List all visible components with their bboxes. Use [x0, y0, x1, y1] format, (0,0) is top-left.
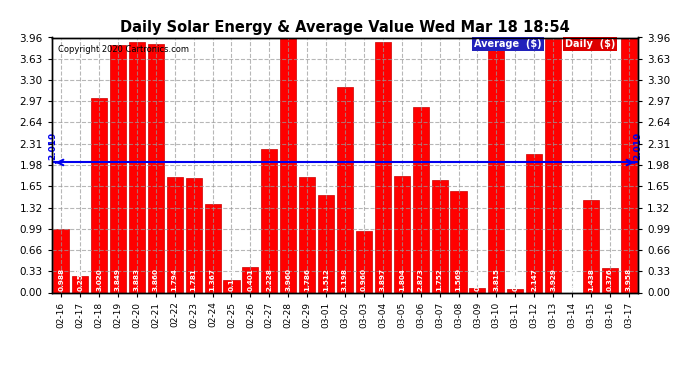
Bar	[431, 180, 448, 292]
Bar	[186, 178, 201, 292]
Bar	[204, 204, 221, 292]
Text: 2.228: 2.228	[266, 268, 273, 291]
Bar	[224, 280, 239, 292]
Text: 0.075: 0.075	[475, 268, 480, 291]
Text: 2.019: 2.019	[633, 132, 642, 160]
Bar	[375, 42, 391, 292]
Text: 3.960: 3.960	[285, 268, 291, 291]
Text: 0.401: 0.401	[248, 268, 253, 291]
Text: 3.929: 3.929	[550, 268, 556, 291]
Text: 0.000: 0.000	[569, 268, 575, 291]
Text: 1.512: 1.512	[323, 268, 329, 291]
Text: 3.198: 3.198	[342, 268, 348, 291]
Text: 0.960: 0.960	[361, 268, 367, 291]
Bar	[262, 149, 277, 292]
Text: 3.020: 3.020	[96, 268, 102, 291]
Bar	[621, 38, 637, 292]
Text: 0.255: 0.255	[77, 268, 83, 291]
Bar	[242, 267, 259, 292]
Bar	[318, 195, 334, 292]
Text: 3.849: 3.849	[115, 268, 121, 291]
Text: 1.752: 1.752	[437, 268, 442, 291]
Bar	[53, 229, 69, 292]
Bar	[469, 288, 486, 292]
Text: 1.367: 1.367	[210, 268, 215, 291]
Bar	[413, 108, 428, 292]
Text: 3.897: 3.897	[380, 268, 386, 291]
Text: 1.804: 1.804	[399, 268, 405, 291]
Bar	[451, 192, 466, 292]
Bar	[583, 200, 599, 292]
Text: 3.958: 3.958	[626, 267, 632, 291]
Text: 0.191: 0.191	[228, 268, 235, 291]
Text: 2.019: 2.019	[48, 132, 57, 160]
Bar	[489, 47, 504, 292]
Bar	[280, 38, 296, 292]
Bar	[91, 98, 107, 292]
Text: Average  ($): Average ($)	[474, 39, 542, 49]
Text: 0.988: 0.988	[58, 267, 64, 291]
Title: Daily Solar Energy & Average Value Wed Mar 18 18:54: Daily Solar Energy & Average Value Wed M…	[120, 20, 570, 35]
Bar	[394, 176, 410, 292]
Bar	[356, 231, 372, 292]
Text: 3.860: 3.860	[152, 268, 159, 291]
Bar	[72, 276, 88, 292]
Text: 3.815: 3.815	[493, 268, 500, 291]
Bar	[526, 154, 542, 292]
Text: 1.569: 1.569	[455, 267, 462, 291]
Bar	[337, 87, 353, 292]
Text: 0.376: 0.376	[607, 268, 613, 291]
Text: Copyright 2020 Cartronics.com: Copyright 2020 Cartronics.com	[58, 45, 188, 54]
Text: 1.781: 1.781	[190, 268, 197, 291]
Text: 2.873: 2.873	[417, 268, 424, 291]
Text: 0.049: 0.049	[512, 268, 518, 291]
Bar	[545, 39, 561, 292]
Bar	[129, 42, 145, 292]
Bar	[299, 177, 315, 292]
Text: 3.883: 3.883	[134, 268, 140, 291]
Bar	[110, 45, 126, 292]
Text: 1.794: 1.794	[172, 268, 178, 291]
Text: 1.786: 1.786	[304, 268, 310, 291]
Text: Daily  ($): Daily ($)	[565, 39, 615, 49]
Bar	[507, 290, 523, 292]
Text: 1.438: 1.438	[588, 268, 594, 291]
Text: 2.147: 2.147	[531, 268, 538, 291]
Bar	[167, 177, 183, 292]
Bar	[602, 268, 618, 292]
Bar	[148, 44, 164, 292]
